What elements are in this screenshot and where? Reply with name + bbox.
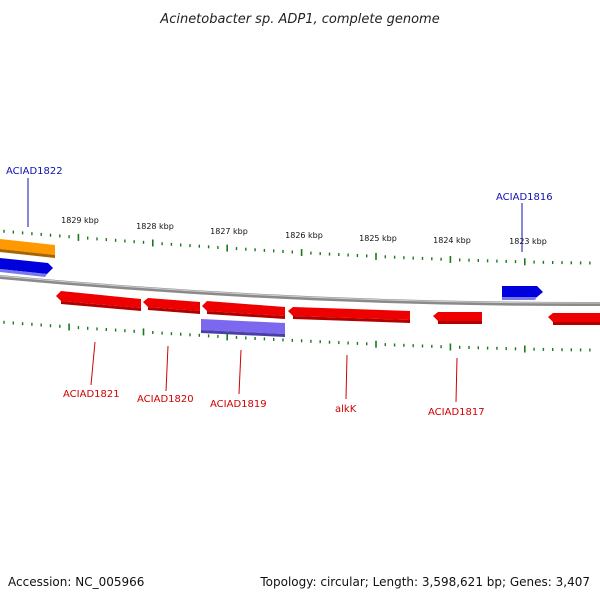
purple-feature[interactable] [201,319,285,337]
leader-line [345,354,348,400]
accession-text: Accession: NC_005966 [8,575,144,589]
genome-backbone-highlight [0,275,600,304]
map-title: Acinetobacter sp. ADP1, complete genome [159,12,439,27]
scale-labels: 1829 kbp 1828 kbp 1827 kbp 1826 kbp 1825… [61,216,547,246]
leader-line [165,345,169,392]
gene-arrow-aciad1821[interactable] [56,291,141,311]
leader-line [238,349,242,395]
gene-arrow-aciad1820[interactable] [143,298,200,314]
genome-summary-text: Topology: circular; Length: 3,598,621 bp… [259,575,590,589]
gene-label-aciad1820[interactable]: ACIAD1820 [137,394,194,405]
tick-label: 1828 kbp [136,222,174,231]
orange-feature[interactable] [0,239,55,258]
gene-arrow-alkk[interactable] [288,307,410,323]
tick-label: 1824 kbp [433,236,471,245]
reverse-tick-track [3,320,591,353]
gene-arrow-aciad1819[interactable] [202,301,285,319]
tick-label: 1823 kbp [509,237,547,246]
reverse-gene-labels: ACIAD1821 ACIAD1820 ACIAD1819 alkK ACIAD… [63,341,485,418]
gene-label-aciad1816[interactable]: ACIAD1816 [496,192,553,203]
forward-tick-track [3,229,591,266]
gene-label-aciad1822[interactable]: ACIAD1822 [6,166,63,177]
gene-label-aciad1817[interactable]: ACIAD1817 [428,407,485,418]
gene-arrow-aciad1816[interactable] [502,286,543,300]
gene-arrow-right-edge[interactable] [548,313,600,325]
gene-arrow-aciad1817[interactable] [433,312,482,324]
leader-line [455,357,458,403]
gene-label-alkk[interactable]: alkK [335,404,357,415]
forward-gene-labels: ACIAD1822 ACIAD1816 [6,166,553,252]
tick-label: 1825 kbp [359,234,397,243]
leader-line [90,341,96,386]
tick-label: 1829 kbp [61,216,99,225]
genome-backbone [0,275,600,307]
gene-label-aciad1819[interactable]: ACIAD1819 [210,399,267,410]
tick-label: 1826 kbp [285,231,323,240]
gene-arrow-aciad1822[interactable] [0,258,53,277]
gene-label-aciad1821[interactable]: ACIAD1821 [63,389,120,400]
tick-label: 1827 kbp [210,227,248,236]
